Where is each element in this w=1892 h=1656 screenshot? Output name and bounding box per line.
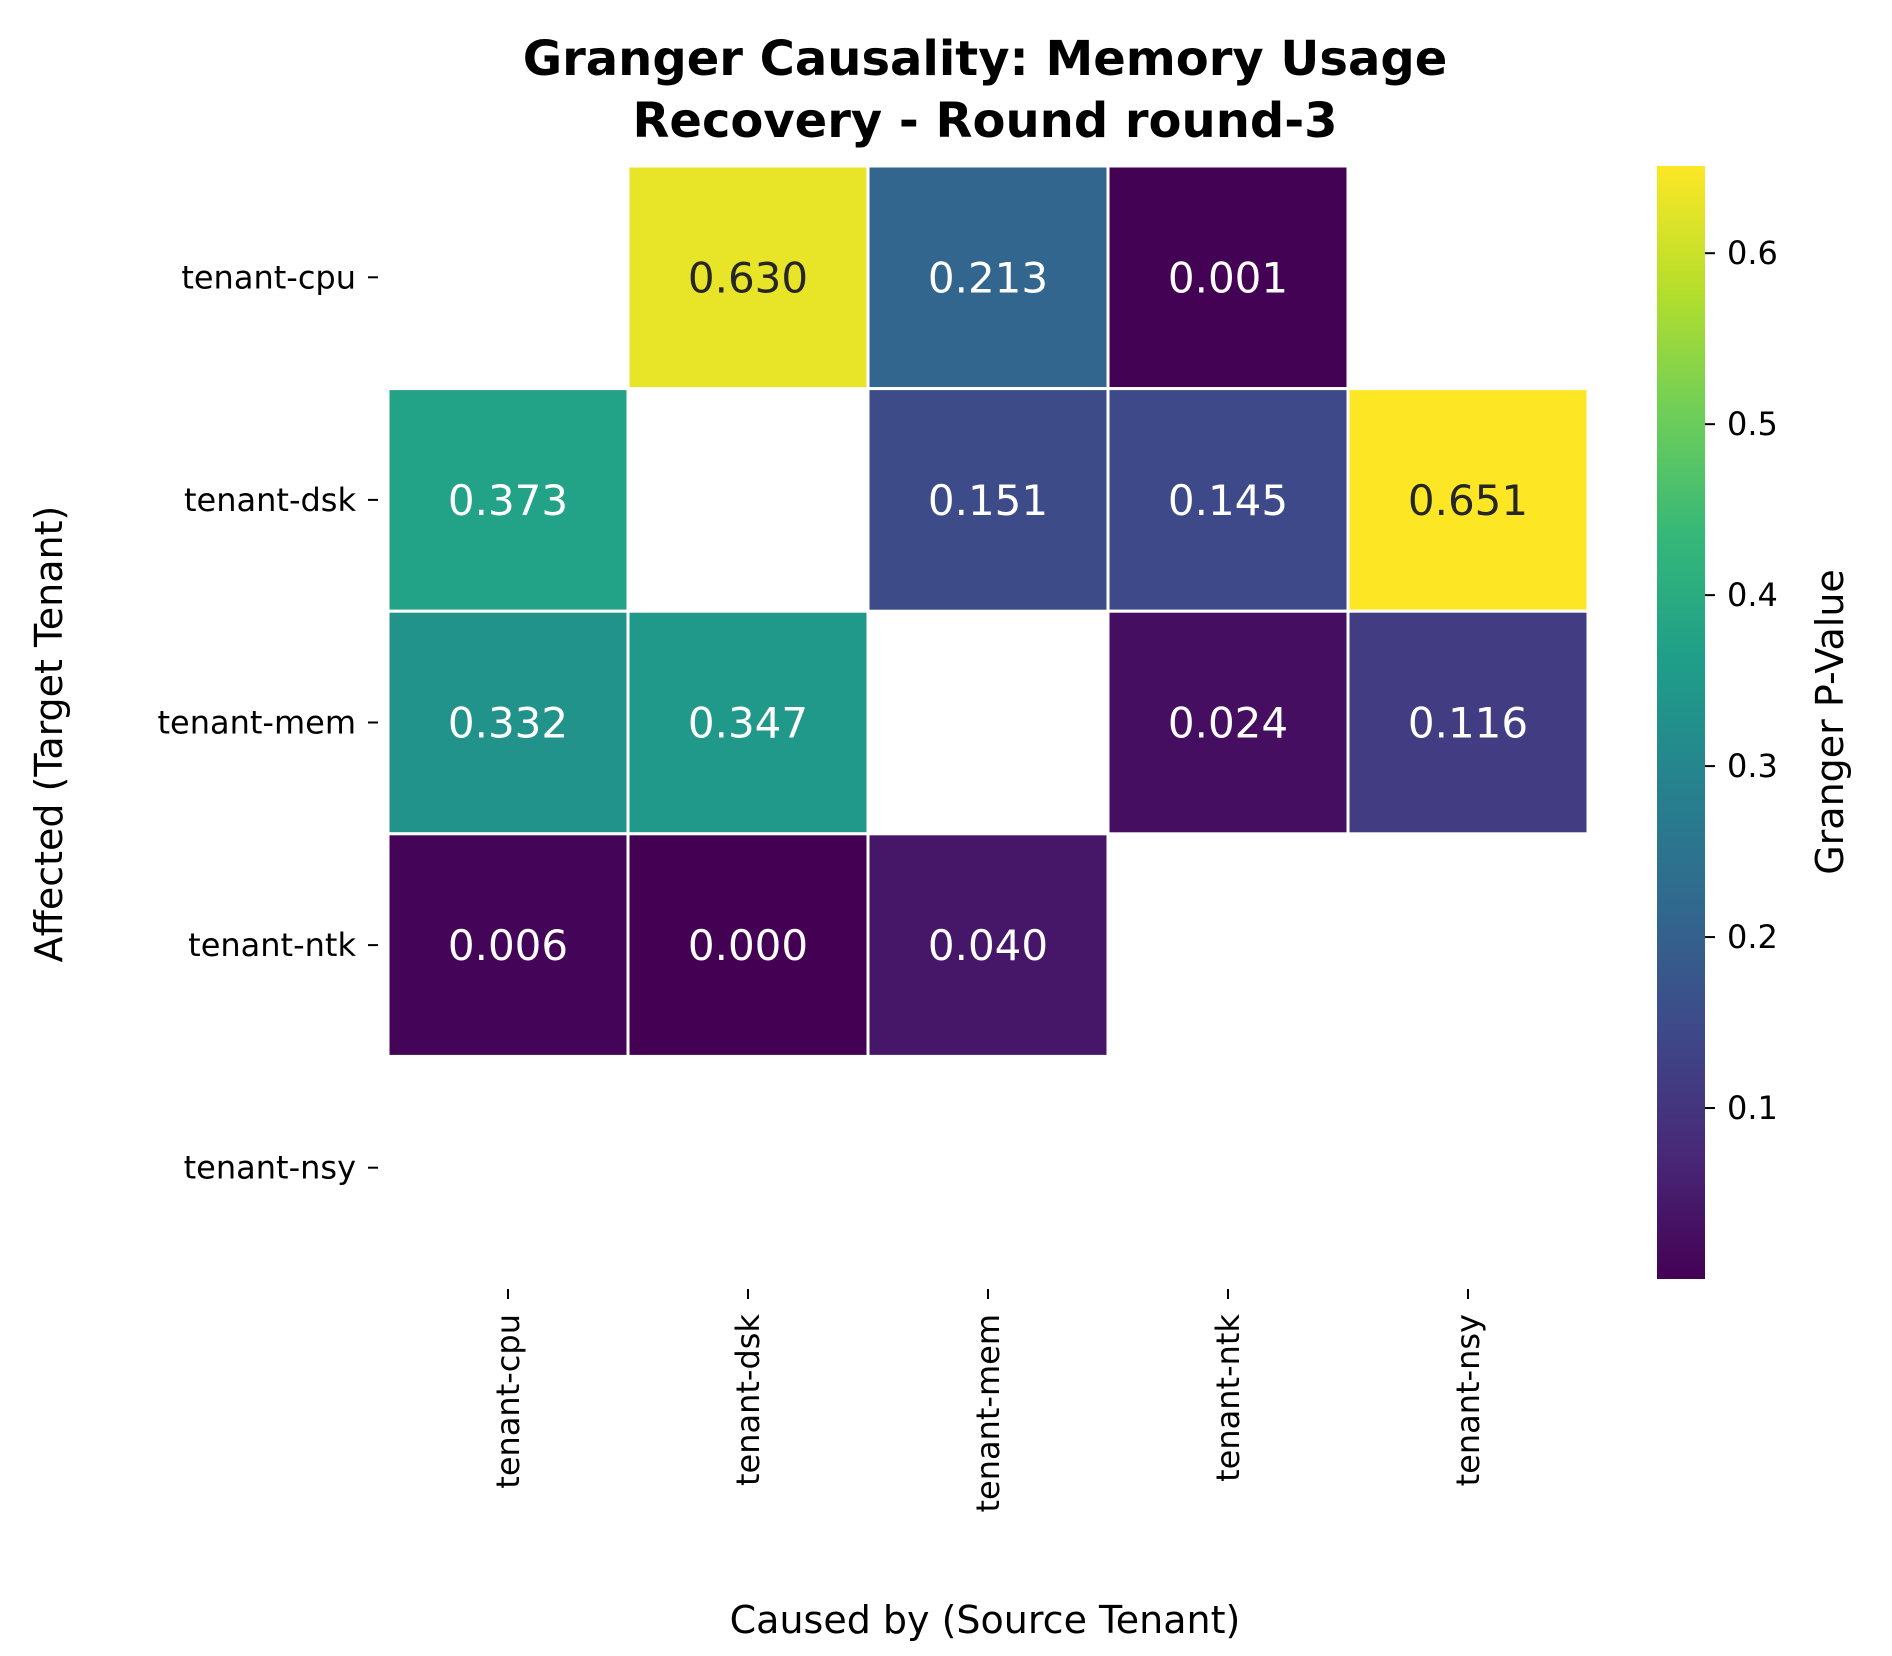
y-tick-label: tenant-dsk — [184, 481, 356, 519]
cell-value-label: 0.347 — [688, 699, 808, 748]
cell-value-label: 0.000 — [688, 921, 808, 970]
cell-value-label: 0.630 — [688, 253, 808, 302]
colorbar-tick-label: 0.5 — [1727, 405, 1778, 443]
colorbar-gradient — [1657, 166, 1705, 1279]
colorbar-tick-label: 0.6 — [1727, 234, 1778, 272]
x-axis-ticks: tenant-cpu tenant-dsk tenant-mem tenant-ntk… — [489, 1289, 1487, 1513]
chart-title-line: Granger Causality: Memory Usage — [523, 31, 1448, 87]
y-axis-label: Affected (Target Tenant) — [27, 506, 71, 963]
y-tick-label: tenant-nsy — [184, 1149, 356, 1187]
colorbar-label: Granger P-Value — [1808, 569, 1852, 875]
heatmap-cell — [866, 832, 1110, 1058]
heatmap-cell — [386, 387, 630, 613]
heatmap-cell — [1346, 609, 1590, 836]
colorbar-tick-label: 0.3 — [1727, 747, 1778, 785]
colorbar-ticks: 0.1 0.2 0.3 0.4 0.5 0.6 — [1705, 234, 1778, 1127]
chart-title: Granger Causality: Memory Usage Recovery … — [523, 31, 1448, 149]
heatmap-cells: 0.630 0.213 0.001 0.373 0.151 0.145 0.651 0.332… — [386, 164, 1590, 1058]
cell-value-label: 0.213 — [928, 253, 1048, 302]
colorbar-tick-label: 0.2 — [1727, 918, 1778, 956]
x-axis-label: Caused by (Source Tenant) — [730, 1598, 1241, 1642]
cell-value-label: 0.024 — [1168, 699, 1288, 748]
cell-value-label: 0.040 — [928, 921, 1048, 970]
colorbar-tick-label: 0.4 — [1727, 576, 1778, 614]
heatmap-cell — [866, 164, 1110, 391]
y-tick-label: tenant-cpu — [181, 258, 356, 296]
cell-value-label: 0.332 — [448, 699, 568, 748]
y-tick-label: tenant-mem — [157, 704, 356, 742]
y-tick-label: tenant-ntk — [188, 926, 356, 964]
cell-value-label: 0.373 — [448, 476, 568, 525]
heatmap-cell — [1106, 164, 1350, 391]
chart-title-line: Recovery - Round round-3 — [632, 93, 1337, 149]
colorbar: 0.1 0.2 0.3 0.4 0.5 0.6 Granger P-Value — [1657, 166, 1852, 1279]
x-tick-label: tenant-dsk — [729, 1314, 767, 1486]
x-tick-label: tenant-nsy — [1449, 1314, 1487, 1486]
heatmap-cell — [1106, 609, 1350, 836]
cell-value-label: 0.116 — [1408, 699, 1528, 748]
heatmap-cell — [386, 832, 630, 1058]
heatmap-cell — [386, 609, 630, 836]
y-axis-ticks: tenant-cpu tenant-dsk tenant-mem tenant-ntk… — [157, 258, 378, 1187]
heatmap-cell — [866, 387, 1110, 613]
heatmap-cell — [626, 832, 870, 1058]
heatmap-cell — [1106, 387, 1350, 613]
cell-value-label: 0.145 — [1168, 476, 1288, 525]
x-tick-label: tenant-ntk — [1209, 1314, 1247, 1482]
heatmap-cell — [626, 164, 870, 391]
x-tick-label: tenant-mem — [969, 1314, 1007, 1513]
cell-value-label: 0.151 — [928, 476, 1048, 525]
cell-value-label: 0.651 — [1408, 476, 1528, 525]
cell-value-label: 0.006 — [448, 921, 568, 970]
colorbar-tick-label: 0.1 — [1727, 1089, 1778, 1127]
x-tick-label: tenant-cpu — [489, 1314, 527, 1489]
cell-value-label: 0.001 — [1168, 253, 1288, 302]
